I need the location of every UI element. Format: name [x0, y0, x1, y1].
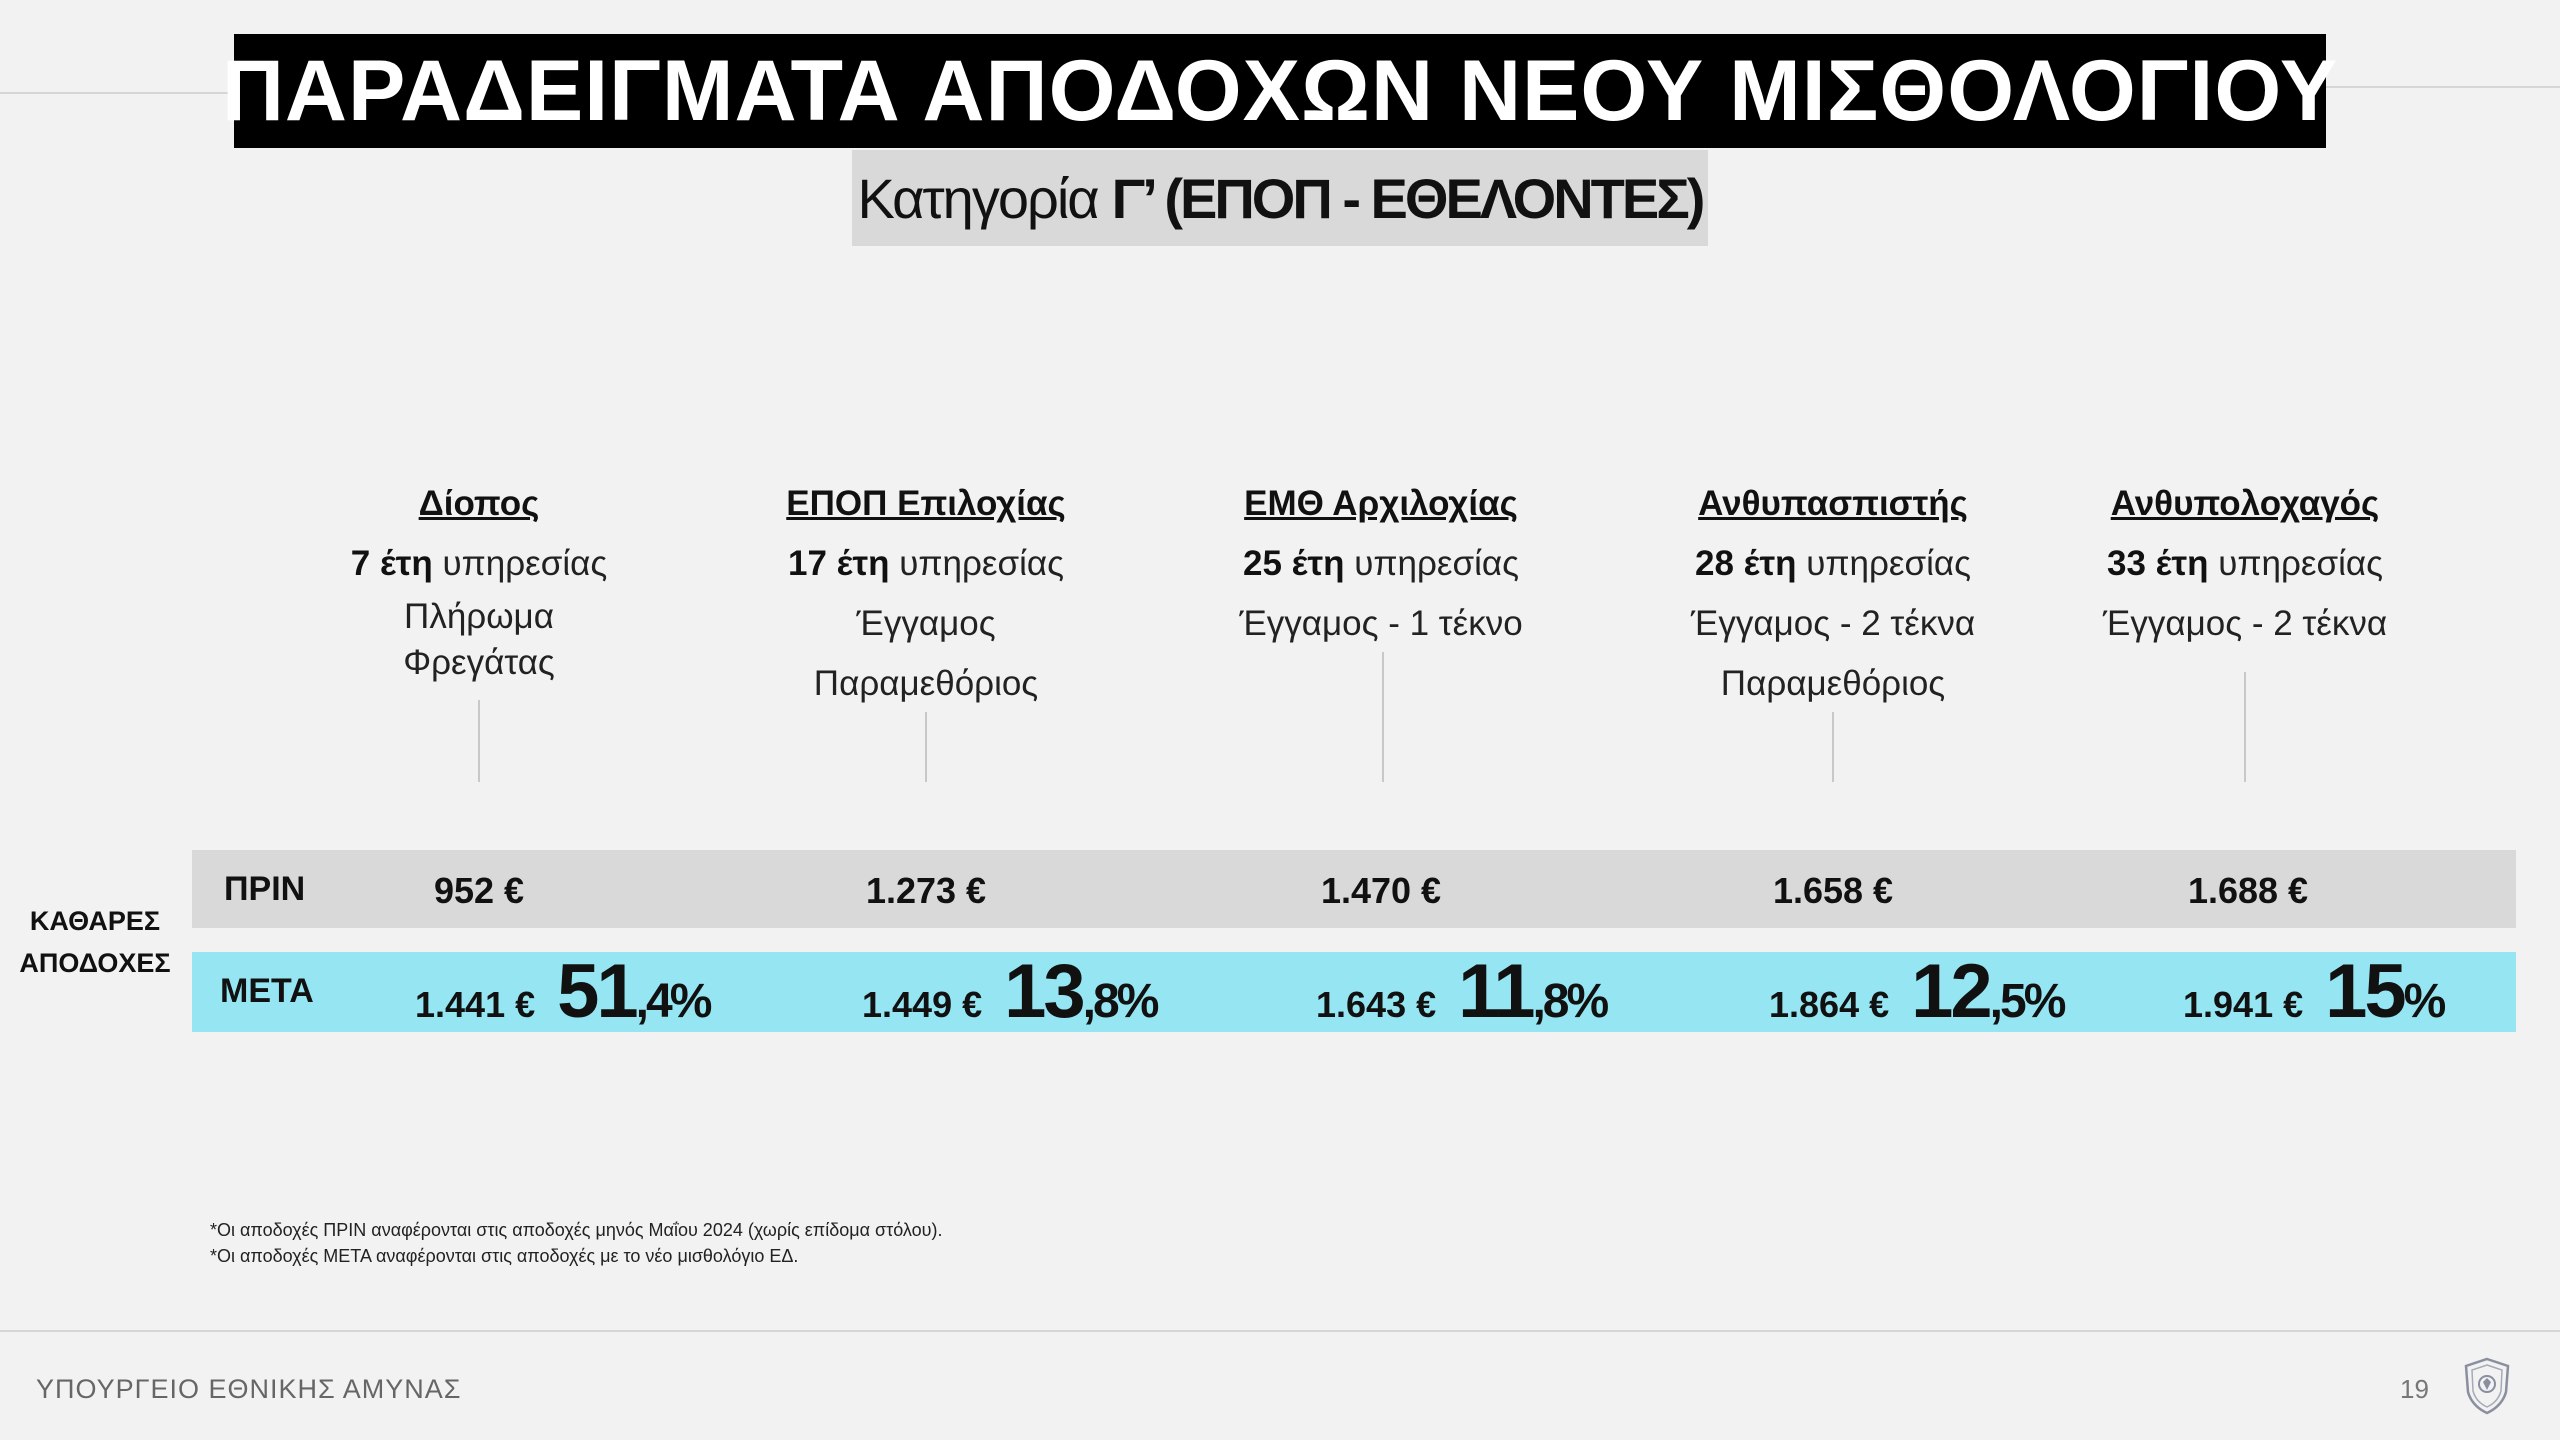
rank-title: ΕΠΟΠ Επιλοχίας: [786, 484, 1066, 523]
after-row: [192, 952, 2516, 1032]
before-row-label: ΠΡΙΝ: [224, 870, 306, 908]
footer-rule: [0, 1330, 2560, 1332]
top-left-rule: [0, 92, 236, 94]
page-number: 19: [2400, 1374, 2429, 1404]
subtitle-prefix: Κατηγορία: [857, 166, 1100, 230]
before-value: 952 €: [433, 870, 525, 911]
detail-line: Έγγαμος - 2 τέκνα: [1690, 604, 1976, 643]
detail-line: Παραμεθόριος: [1720, 664, 1946, 703]
service-years: 33 έτη υπηρεσίας: [2107, 544, 2383, 583]
rank-title: Ανθυπασπιστής: [1698, 484, 1968, 523]
column-connector: [925, 712, 927, 782]
page-title: ΠΑΡΑΔΕΙΓΜΑΤΑ ΑΠΟΔΟΧΩΝ ΝΕΟΥ ΜΙΣΘΟΛΟΓΙΟΥ: [221, 42, 2339, 139]
before-row: [192, 850, 2516, 928]
column-header-emth-archilochias: ΕΜΘ Αρχιλοχίας 25 έτη υπηρεσίας Έγγαμος …: [1239, 474, 1522, 654]
page-title-bar: ΠΑΡΑΔΕΙΓΜΑΤΑ ΑΠΟΔΟΧΩΝ ΝΕΟΥ ΜΙΣΘΟΛΟΓΙΟΥ: [222, 34, 2337, 148]
after-value: 1.449 €: [862, 984, 983, 1025]
service-years: 28 έτη υπηρεσίας: [1695, 544, 1971, 583]
rank-title: Ανθυπολοχαγός: [2110, 484, 2380, 523]
after-value: 1.441 €: [415, 984, 536, 1025]
service-years: 7 έτη υπηρεσίας: [350, 544, 608, 583]
before-value: 1.273 €: [865, 870, 987, 911]
subtitle-category: Γ’ (ΕΠΟΠ - ΕΘΕΛΟΝΤΕΣ): [1111, 166, 1706, 230]
after-value: 1.941 €: [2183, 984, 2304, 1025]
column-header-epop-epilochias: ΕΠΟΠ Επιλοχίας 17 έτη υπηρεσίας Έγγαμος …: [786, 474, 1065, 714]
after-cell: 1.941 € 15%: [2183, 948, 2446, 1035]
increase-percentage: 11,8%: [1458, 949, 1609, 1034]
column-connector: [1832, 712, 1834, 782]
column-connector: [2244, 672, 2246, 782]
detail-line: Έγγαμος: [856, 604, 996, 643]
rank-title: Δίοπος: [418, 484, 540, 523]
subtitle-box: Κατηγορία Γ’ (ΕΠΟΠ - ΕΘΕΛΟΝΤΕΣ): [852, 150, 1708, 246]
column-header-anthypaspistis: Ανθυπασπιστής 28 έτη υπηρεσίας Έγγαμος -…: [1691, 474, 1975, 714]
service-years: 17 έτη υπηρεσίας: [788, 544, 1064, 583]
before-value: 1.658 €: [1772, 870, 1894, 911]
ministry-crest-icon: [2464, 1357, 2510, 1415]
column-header-dioipos: Δίοπος 7 έτη υπηρεσίας Πλήρωμα Φρεγάτας: [351, 474, 607, 686]
column-connector: [478, 700, 480, 782]
net-salary-label: ΚΑΘΑΡΕΣ ΑΠΟΔΟΧΕΣ: [19, 906, 171, 978]
increase-percentage: 12,5%: [1911, 949, 2066, 1034]
top-right-rule: [2326, 86, 2560, 88]
increase-percentage: 51,4%: [557, 949, 712, 1034]
detail-line: Έγγαμος - 2 τέκνα: [2102, 604, 2388, 643]
after-cell: 1.864 € 12,5%: [1769, 948, 2066, 1035]
increase-percentage: 15%: [2325, 949, 2446, 1034]
service-years: 25 έτη υπηρεσίας: [1243, 544, 1519, 583]
after-cell: 1.441 € 51,4%: [415, 948, 712, 1035]
before-value: 1.470 €: [1320, 870, 1442, 911]
increase-percentage: 13,8%: [1004, 949, 1159, 1034]
footnote: *Οι αποδοχές ΠΡΙΝ αναφέρονται στις αποδο…: [210, 1220, 943, 1240]
after-value: 1.643 €: [1316, 984, 1437, 1025]
column-header-anthypolochagos: Ανθυπολοχαγός 33 έτη υπηρεσίας Έγγαμος -…: [2103, 474, 2387, 654]
after-cell: 1.449 € 13,8%: [862, 948, 1159, 1035]
rank-title: ΕΜΘ Αρχιλοχίας: [1244, 484, 1518, 523]
detail-line: Φρεγάτας: [403, 643, 555, 682]
after-value: 1.864 €: [1769, 984, 1890, 1025]
detail-line: Πλήρωμα: [404, 597, 554, 636]
footer-ministry: ΥΠΟΥΡΓΕΙΟ ΕΘΝΙΚΗΣ ΑΜΥΝΑΣ: [36, 1374, 462, 1404]
footnote: *Οι αποδοχές ΜΕΤΑ αναφέρονται στις αποδο…: [210, 1246, 799, 1266]
column-connector: [1382, 652, 1384, 782]
detail-line: Παραμεθόριος: [813, 664, 1039, 703]
detail-line: Έγγαμος - 1 τέκνο: [1239, 604, 1523, 643]
after-row-label: ΜΕΤΑ: [220, 972, 314, 1010]
after-cell: 1.643 € 11,8%: [1316, 948, 1609, 1035]
before-value: 1.688 €: [2187, 870, 2309, 911]
